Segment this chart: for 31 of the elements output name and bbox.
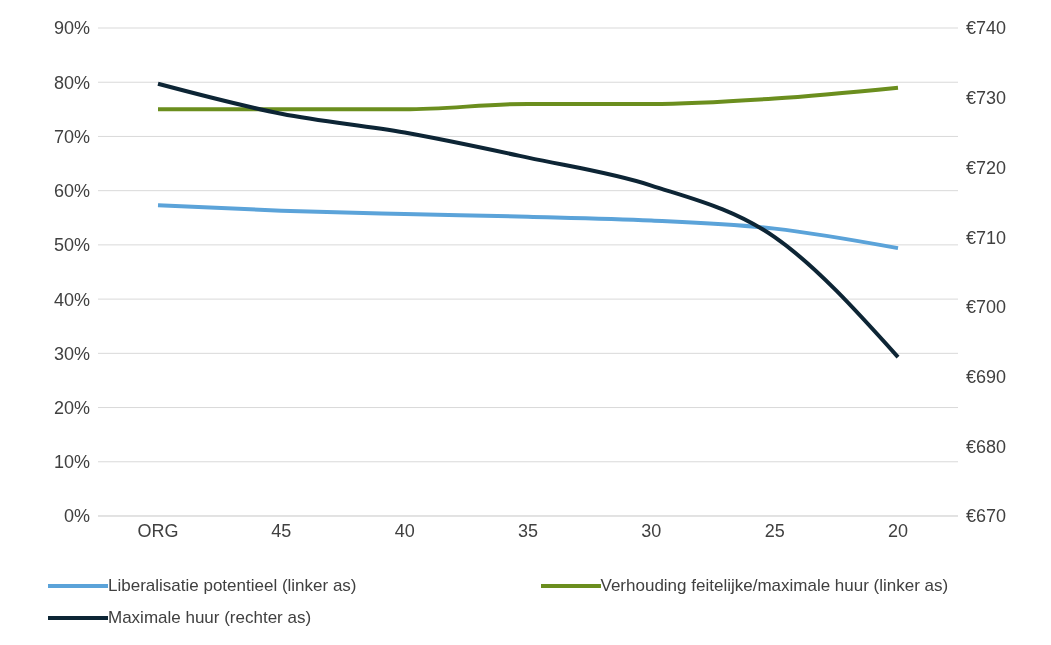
y-tick-label: 50%	[53, 235, 90, 256]
x-tick-label: 30	[641, 520, 662, 541]
y-tick-label: 40%	[53, 289, 90, 310]
y-tick-label: 80%	[53, 72, 90, 93]
y-tick-label: 90%	[53, 18, 90, 39]
y2-tick-label: €730	[966, 88, 1007, 109]
y-tick-label: 30%	[53, 343, 90, 364]
y2-tick-label: €680	[966, 436, 1007, 457]
y-tick-label: 20%	[53, 397, 90, 418]
x-tick-label: 40	[394, 520, 415, 541]
y2-tick-label: €710	[966, 227, 1007, 248]
y-tick-label: 10%	[53, 452, 90, 473]
y-tick-label: 70%	[53, 126, 90, 147]
line-series	[156, 81, 900, 360]
y-tick-label: 60%	[53, 181, 90, 202]
x-tick-label: 45	[271, 520, 292, 541]
line-series	[156, 85, 900, 112]
x-tick-label: ORG	[137, 520, 179, 541]
y2-tick-label: €700	[966, 297, 1007, 318]
x-tick-label: 25	[764, 520, 785, 541]
y2-tick-label: €670	[966, 506, 1007, 527]
legend-label: Liberalisatie potentieel (linker as)	[108, 576, 357, 596]
legend-label: Maximale huur (rechter as)	[108, 608, 312, 628]
legend-label: Verhouding feitelijke/maximale huur (linker as)	[600, 576, 949, 596]
x-tick-label: 35	[517, 520, 539, 541]
y-tick-label: 0%	[63, 506, 90, 527]
y2-tick-label: €720	[966, 157, 1007, 178]
y2-tick-label: €740	[966, 18, 1007, 39]
y2-tick-label: €690	[966, 366, 1007, 387]
x-tick-label: 20	[887, 520, 909, 541]
line-series	[156, 203, 900, 251]
